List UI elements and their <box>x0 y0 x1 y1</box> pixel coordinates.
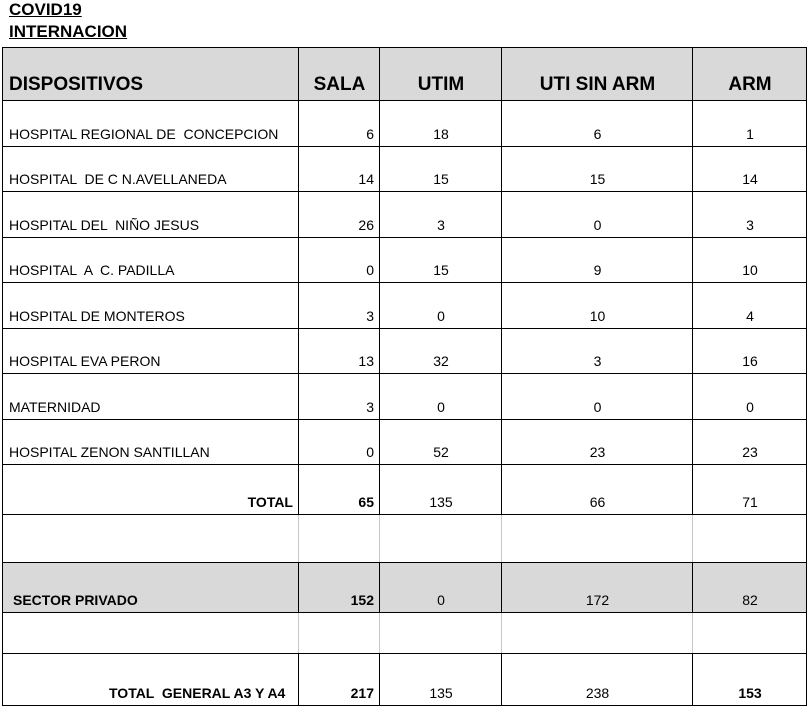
row-label: DISPOSITIVOS <box>2 47 299 101</box>
row-label: TOTAL GENERAL A3 Y A4 <box>2 653 299 706</box>
table: DISPOSITIVOS SALA UTIM UTI SIN ARM ARM HOSPIT… <box>2 47 807 706</box>
cell: SALA <box>298 47 380 101</box>
cell: 15 <box>379 145 502 192</box>
cell: ARM <box>692 47 807 101</box>
cell: 3 <box>501 327 693 374</box>
table-row: DISPOSITIVOS SALA UTIM UTI SIN ARM ARM <box>2 47 807 101</box>
cell: 135 <box>379 464 502 515</box>
cell: UTI SIN ARM <box>501 47 693 101</box>
row-label: HOSPITAL DE C N.AVELLANEDA <box>2 145 299 192</box>
empty-cell <box>501 514 693 563</box>
row-label: HOSPITAL DE MONTEROS <box>2 282 299 329</box>
empty-cell <box>379 612 502 654</box>
table-row <box>2 612 807 654</box>
cell: 135 <box>379 653 502 706</box>
table-row: HOSPITAL DE C N.AVELLANEDA 14 15 15 14 <box>2 145 807 192</box>
cell: 32 <box>379 327 502 374</box>
table-row: SECTOR PRIVADO 152 0 172 82 <box>2 562 807 613</box>
cell: 0 <box>298 236 380 283</box>
cell: 0 <box>298 418 380 465</box>
cell: 82 <box>692 562 807 613</box>
cell: 217 <box>298 653 380 706</box>
cell: 3 <box>379 191 502 238</box>
cell: 26 <box>298 191 380 238</box>
cell: 10 <box>501 282 693 329</box>
cell: 153 <box>692 653 807 706</box>
table-row <box>2 514 807 563</box>
empty-cell <box>379 514 502 563</box>
cell: 6 <box>501 100 693 147</box>
cell: 3 <box>298 282 380 329</box>
row-label: HOSPITAL DEL NIÑO JESUS <box>2 191 299 238</box>
cell: 10 <box>692 236 807 283</box>
row-label: TOTAL <box>2 464 299 515</box>
cell: 3 <box>298 373 380 420</box>
cell: 23 <box>692 418 807 465</box>
empty-cell <box>298 514 380 563</box>
cell: 66 <box>501 464 693 515</box>
empty-cell <box>692 514 807 563</box>
cell: 0 <box>379 562 502 613</box>
cell: 1 <box>692 100 807 147</box>
table-row: TOTAL 65 135 66 71 <box>2 464 807 515</box>
table-row: HOSPITAL DEL NIÑO JESUS 26 3 0 3 <box>2 191 807 238</box>
subtitle: INTERNACION <box>9 22 128 41</box>
cell: 238 <box>501 653 693 706</box>
empty-cell <box>298 612 380 654</box>
cell: 14 <box>298 145 380 192</box>
empty-cell <box>692 612 807 654</box>
table-row: HOSPITAL REGIONAL DE CONCEPCION 6 18 6 1 <box>2 100 807 147</box>
cell: 16 <box>692 327 807 374</box>
cell: 52 <box>379 418 502 465</box>
row-label: HOSPITAL A C. PADILLA <box>2 236 299 283</box>
cell: 71 <box>692 464 807 515</box>
title: COVID19 <box>9 0 82 19</box>
cell: 0 <box>501 191 693 238</box>
cell: 14 <box>692 145 807 192</box>
empty-cell <box>2 612 299 654</box>
cell: 9 <box>501 236 693 283</box>
cell: 0 <box>501 373 693 420</box>
cell: 15 <box>379 236 502 283</box>
table-row: HOSPITAL EVA PERON 13 32 3 16 <box>2 327 807 374</box>
cell: UTIM <box>379 47 502 101</box>
table-row: HOSPITAL DE MONTEROS 3 0 10 4 <box>2 282 807 329</box>
table-row: MATERNIDAD 3 0 0 0 <box>2 373 807 420</box>
row-label: SECTOR PRIVADO <box>2 562 299 613</box>
row-label: HOSPITAL EVA PERON <box>2 327 299 374</box>
cell: 0 <box>692 373 807 420</box>
cell: 3 <box>692 191 807 238</box>
cell: 0 <box>379 282 502 329</box>
cell: 172 <box>501 562 693 613</box>
table-row: TOTAL GENERAL A3 Y A4 217 135 238 153 <box>2 653 807 706</box>
empty-cell <box>501 612 693 654</box>
cell: 152 <box>298 562 380 613</box>
table-row: HOSPITAL A C. PADILLA 0 15 9 10 <box>2 236 807 283</box>
row-label: HOSPITAL ZENON SANTILLAN <box>2 418 299 465</box>
cell: 6 <box>298 100 380 147</box>
cell: 65 <box>298 464 380 515</box>
table-row: HOSPITAL ZENON SANTILLAN 0 52 23 23 <box>2 418 807 465</box>
cell: 18 <box>379 100 502 147</box>
cell: 23 <box>501 418 693 465</box>
row-label: MATERNIDAD <box>2 373 299 420</box>
empty-cell <box>2 514 299 563</box>
cell: 15 <box>501 145 693 192</box>
row-label: HOSPITAL REGIONAL DE CONCEPCION <box>2 100 299 147</box>
cell: 4 <box>692 282 807 329</box>
cell: 13 <box>298 327 380 374</box>
cell: 0 <box>379 373 502 420</box>
